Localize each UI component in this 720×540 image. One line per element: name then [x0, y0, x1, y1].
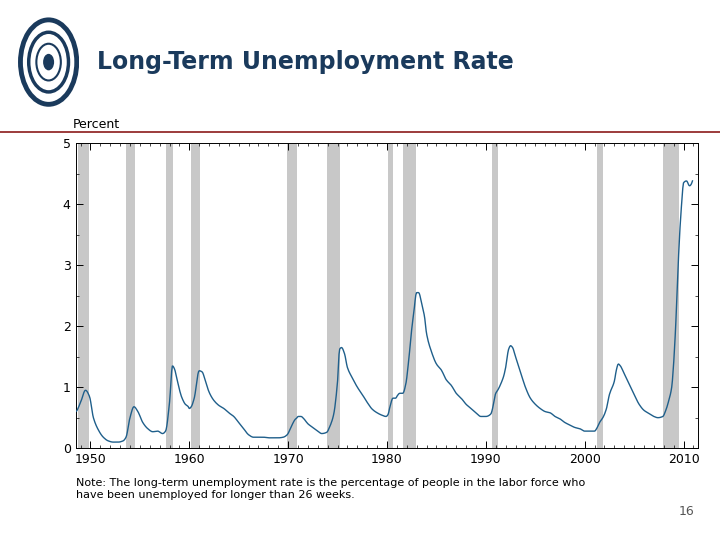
Bar [192, 143, 200, 448]
Text: Note: The long-term unemployment rate is the percentage of people in the labor f: Note: The long-term unemployment rate is… [76, 478, 585, 500]
Bar [166, 143, 174, 448]
Text: Long-Term Unemployment Rate: Long-Term Unemployment Rate [97, 50, 514, 74]
Bar [287, 143, 297, 448]
Bar [327, 143, 340, 448]
Text: 16: 16 [679, 505, 695, 518]
Bar [402, 143, 415, 448]
Bar [126, 143, 135, 448]
Text: Percent: Percent [73, 118, 120, 131]
Bar [388, 143, 393, 448]
Circle shape [43, 54, 54, 70]
Bar [78, 143, 89, 448]
Bar [492, 143, 498, 448]
Bar [663, 143, 679, 448]
Bar [597, 143, 603, 448]
